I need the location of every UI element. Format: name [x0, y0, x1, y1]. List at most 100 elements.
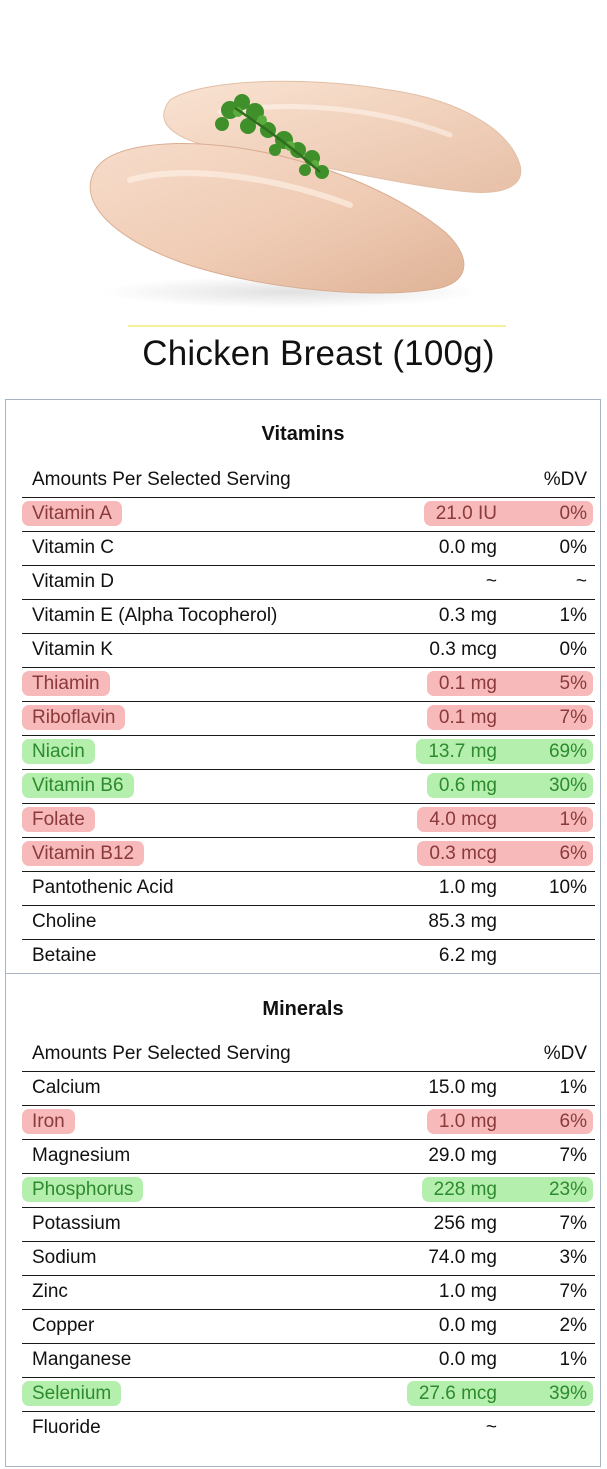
minerals-table: Amounts Per Selected Serving %DV Calcium… [22, 1038, 595, 1446]
nutrient-amount: 0.3 mg [438, 605, 497, 626]
vitamins-table-header: Amounts Per Selected Serving %DV [22, 464, 595, 498]
nutrient-name: Calcium [32, 1077, 101, 1098]
nutrient-row: Riboflavin 0.1 mg 7% [22, 702, 595, 736]
nutrient-name: Fluoride [32, 1417, 101, 1438]
nutrient-amount: 29.0 mg [428, 1145, 497, 1166]
nutrient-dv: 69% [548, 741, 587, 762]
nutrient-row: Calcium 15.0 mg 1% [22, 1072, 595, 1106]
nutrient-row: Vitamin B12 0.3 mcg 6% [22, 838, 595, 872]
nutrient-name: Niacin [32, 741, 85, 762]
nutrient-dv: 7% [559, 1145, 587, 1166]
value-highlight [426, 671, 593, 696]
name-highlight [22, 739, 95, 764]
nutrient-name: Vitamin K [32, 639, 113, 660]
value-highlight [417, 807, 593, 832]
nutrient-amount: 1.0 mg [438, 1111, 497, 1132]
value-highlight [417, 841, 593, 866]
nutrient-dv: 7% [559, 1281, 587, 1302]
nutrient-dv: ~ [575, 571, 587, 592]
nutrient-amount: 4.0 mcg [429, 809, 497, 830]
nutrient-dv: 6% [559, 1111, 587, 1132]
vitamins-panel: Vitamins Amounts Per Selected Serving %D… [5, 399, 601, 975]
nutrient-row: Zinc 1.0 mg 7% [22, 1276, 595, 1310]
nutrient-dv: 5% [559, 673, 587, 694]
name-highlight [22, 1381, 122, 1406]
value-highlight [421, 1177, 593, 1202]
nutrient-name: Potassium [32, 1213, 121, 1234]
nutrient-dv: 0% [559, 639, 587, 660]
nutrient-dv: 10% [548, 877, 587, 898]
name-highlight [22, 705, 126, 730]
value-highlight [426, 1109, 593, 1134]
vitamins-heading: Vitamins [261, 423, 345, 445]
name-highlight [22, 671, 110, 696]
nutrient-row: Pantothenic Acid 1.0 mg 10% [22, 872, 595, 906]
nutrient-dv: 2% [559, 1315, 587, 1336]
minerals-heading: Minerals [262, 998, 344, 1020]
value-highlight [406, 1381, 593, 1406]
nutrient-name: Manganese [32, 1349, 132, 1370]
minerals-table-header: Amounts Per Selected Serving %DV [22, 1038, 595, 1072]
nutrient-amount: 15.0 mg [428, 1077, 497, 1098]
nutrient-row: Vitamin B6 0.6 mg 30% [22, 770, 595, 804]
nutrient-row: Niacin 13.7 mg 69% [22, 736, 595, 770]
nutrient-row: Fluoride ~ [22, 1412, 595, 1446]
nutrient-row: Potassium 256 mg 7% [22, 1208, 595, 1242]
nutrient-amount: 0.3 mcg [429, 843, 497, 864]
vitamins-table: Amounts Per Selected Serving %DV Vitamin… [22, 464, 595, 974]
nutrient-name: Phosphorus [32, 1179, 134, 1200]
nutrient-amount: 0.1 mg [438, 673, 497, 694]
nutrient-amount: 27.6 mcg [418, 1383, 497, 1404]
nutrient-name: Vitamin E (Alpha Tocopherol) [32, 605, 278, 626]
nutrient-row: Copper 0.0 mg 2% [22, 1310, 595, 1344]
column-header-dv: %DV [543, 1043, 587, 1064]
nutrient-dv: 23% [548, 1179, 587, 1200]
nutrient-name: Vitamin B6 [32, 775, 124, 796]
nutrient-name: Pantothenic Acid [32, 877, 174, 898]
nutrient-name: Sodium [32, 1247, 97, 1268]
nutrient-name: Vitamin D [32, 571, 115, 592]
nutrient-row: Iron 1.0 mg 6% [22, 1106, 595, 1140]
nutrient-amount: 1.0 mg [438, 1281, 497, 1302]
nutrient-dv: 7% [559, 1213, 587, 1234]
nutrient-amount: 0.0 mg [438, 537, 497, 558]
nutrient-row: Vitamin D ~ ~ [22, 566, 595, 600]
nutrient-amount: 74.0 mg [428, 1247, 497, 1268]
nutrient-name: Riboflavin [32, 707, 116, 728]
nutrient-row: Choline 85.3 mg [22, 906, 595, 940]
nutrient-row: Betaine 6.2 mg [22, 940, 595, 974]
nutrient-row: Selenium 27.6 mcg 39% [22, 1378, 595, 1412]
column-header-amounts: Amounts Per Selected Serving [32, 1043, 291, 1064]
nutrient-row: Magnesium 29.0 mg 7% [22, 1140, 595, 1174]
nutrient-amount: 228 mg [433, 1179, 497, 1200]
nutrient-amount: ~ [485, 571, 497, 592]
nutrient-amount: 0.3 mcg [429, 639, 497, 660]
nutrient-amount: 0.0 mg [438, 1315, 497, 1336]
nutrient-dv: 0% [559, 503, 587, 524]
name-highlight [22, 501, 122, 526]
nutrient-name: Iron [32, 1111, 65, 1132]
nutrient-dv: 3% [559, 1247, 587, 1268]
nutrient-amount: 0.0 mg [438, 1349, 497, 1370]
nutrient-row: Vitamin E (Alpha Tocopherol) 0.3 mg 1% [22, 600, 595, 634]
nutrient-name: Betaine [32, 945, 97, 966]
name-highlight [22, 773, 134, 798]
nutrient-name: Folate [32, 809, 85, 830]
nutrient-name: Vitamin C [32, 537, 115, 558]
nutrient-amount: 21.0 IU [435, 503, 497, 524]
nutrient-name: Choline [32, 911, 97, 932]
nutrient-name: Magnesium [32, 1145, 131, 1166]
nutrient-amount: 256 mg [433, 1213, 497, 1234]
nutrient-dv: 6% [559, 843, 587, 864]
nutrient-dv: 1% [559, 809, 587, 830]
nutrient-amount: 85.3 mg [428, 911, 497, 932]
column-header-amounts: Amounts Per Selected Serving [32, 469, 291, 490]
nutrient-row: Thiamin 0.1 mg 5% [22, 668, 595, 702]
minerals-panel: Minerals Amounts Per Selected Serving %D… [5, 973, 601, 1467]
nutrient-dv: 1% [559, 1349, 587, 1370]
name-highlight [22, 1177, 144, 1202]
nutrient-name: Vitamin A [32, 503, 112, 524]
nutrient-dv: 1% [559, 605, 587, 626]
nutrient-row: Phosphorus 228 mg 23% [22, 1174, 595, 1208]
nutrient-amount: 0.6 mg [438, 775, 497, 796]
